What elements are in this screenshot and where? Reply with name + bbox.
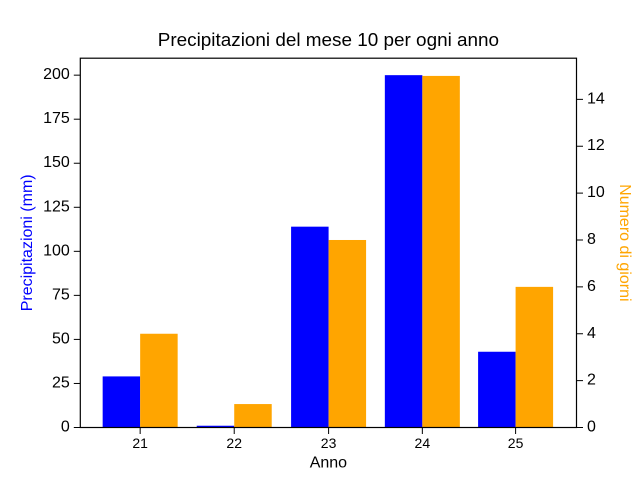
svg-text:12: 12 bbox=[587, 137, 605, 154]
svg-text:6: 6 bbox=[587, 278, 596, 295]
svg-text:Numero di giorni: Numero di giorni bbox=[616, 184, 633, 301]
svg-text:8: 8 bbox=[587, 231, 596, 248]
svg-text:175: 175 bbox=[43, 110, 70, 127]
svg-text:2: 2 bbox=[587, 372, 596, 389]
svg-text:22: 22 bbox=[226, 435, 242, 451]
svg-text:100: 100 bbox=[43, 242, 70, 259]
svg-text:Precipitazioni del mese 10 per: Precipitazioni del mese 10 per ogni anno bbox=[158, 30, 499, 51]
svg-text:25: 25 bbox=[52, 374, 70, 391]
svg-text:4: 4 bbox=[587, 325, 596, 342]
svg-text:75: 75 bbox=[52, 286, 70, 303]
svg-text:25: 25 bbox=[508, 435, 524, 451]
svg-text:Precipitazioni (mm): Precipitazioni (mm) bbox=[19, 174, 36, 311]
svg-text:0: 0 bbox=[61, 419, 70, 436]
svg-text:Anno: Anno bbox=[310, 455, 347, 472]
svg-text:24: 24 bbox=[415, 435, 431, 451]
svg-text:150: 150 bbox=[43, 154, 70, 171]
svg-text:200: 200 bbox=[43, 66, 70, 83]
svg-text:0: 0 bbox=[587, 419, 596, 436]
svg-text:125: 125 bbox=[43, 198, 70, 215]
svg-text:10: 10 bbox=[587, 184, 605, 201]
svg-text:21: 21 bbox=[132, 435, 148, 451]
svg-text:14: 14 bbox=[587, 90, 605, 107]
svg-text:50: 50 bbox=[52, 330, 70, 347]
svg-text:23: 23 bbox=[321, 435, 337, 451]
